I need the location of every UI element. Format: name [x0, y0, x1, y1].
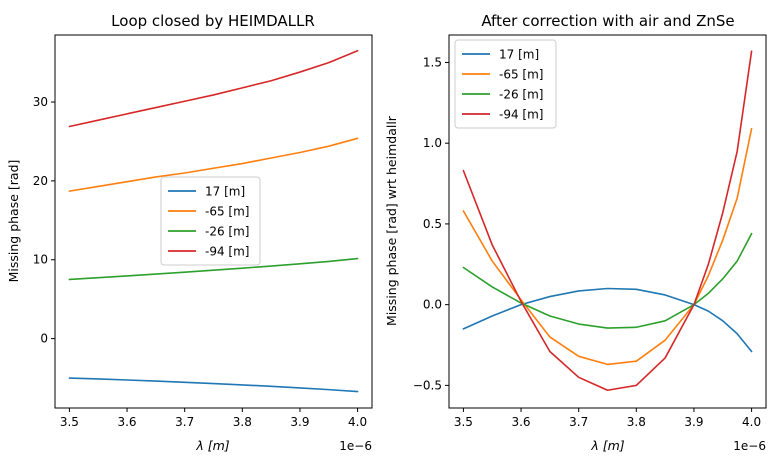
- y-tick-label: 0: [40, 332, 48, 346]
- right-chart: After correction with air and ZnSe 3.5 3.…: [384, 12, 767, 453]
- y-tick-label: 0.5: [423, 217, 442, 231]
- series-line-94-m: [68, 49, 359, 128]
- x-offset-label: 1e−6: [339, 439, 372, 453]
- legend-label: 17 [m]: [205, 185, 245, 199]
- x-tick-label: 3.5: [60, 415, 79, 429]
- x-tick-label: 3.8: [627, 415, 646, 429]
- x-tick-label: 3.6: [117, 415, 136, 429]
- legend: 17 [m] -65 [m] -26 [m] -94 [m]: [454, 39, 557, 129]
- legend-label: -94 [m]: [205, 245, 249, 259]
- y-tick-label: 30: [33, 95, 48, 109]
- y-tick-label: 20: [33, 174, 48, 188]
- series-line-26-m: [462, 232, 753, 329]
- x-tick-label: 3.8: [233, 415, 252, 429]
- x-tick-label: 3.7: [569, 415, 588, 429]
- series-line-94-m: [462, 50, 753, 392]
- y-tick-label: −0.5: [413, 378, 442, 392]
- series-line-26-m: [68, 257, 359, 281]
- legend-box: [454, 39, 557, 129]
- legend-label: -65 [m]: [205, 205, 249, 219]
- series-line-17-m: [462, 287, 753, 353]
- plot-frame: [448, 34, 767, 409]
- x-offset-label: 1e−6: [733, 439, 766, 453]
- legend-label: -65 [m]: [499, 68, 543, 82]
- plot-frame: [54, 34, 373, 409]
- x-axis-label: λ [m]: [195, 438, 229, 453]
- legend: 17 [m] -65 [m] -26 [m] -94 [m]: [160, 176, 261, 266]
- y-tick-label: 0.0: [423, 298, 442, 312]
- x-tick-label: 3.9: [290, 415, 309, 429]
- series-line-65-m: [68, 137, 359, 192]
- left-chart: Loop closed by HEIMDALLR 3.5 3.6 3.7 3.8 3.9…: [6, 12, 373, 453]
- x-tick-label: 3.9: [684, 415, 703, 429]
- legend-label: -26 [m]: [205, 225, 249, 239]
- series-line-17-m: [68, 377, 359, 393]
- x-axis-label: λ [m]: [590, 438, 624, 453]
- legend-box: [160, 176, 261, 266]
- x-tick-label: 3.6: [511, 415, 530, 429]
- chart-title: Loop closed by HEIMDALLR: [111, 12, 315, 30]
- x-tick-label: 4.0: [742, 415, 761, 429]
- legend-label: -26 [m]: [499, 88, 543, 102]
- y-axis-label: Missing phase [rad] wrt heimdallr: [384, 115, 399, 326]
- x-tick-label: 4.0: [348, 415, 367, 429]
- x-tick-label: 3.5: [454, 415, 473, 429]
- x-tick-label: 3.7: [175, 415, 194, 429]
- y-tick-label: 1.5: [423, 55, 442, 69]
- legend-label: 17 [m]: [499, 48, 539, 62]
- legend-label: -94 [m]: [499, 108, 543, 122]
- chart-title: After correction with air and ZnSe: [481, 12, 734, 30]
- y-tick-label: 1.0: [423, 136, 442, 150]
- y-axis-label: Missing phase [rad]: [6, 160, 21, 283]
- y-tick-label: 10: [33, 253, 48, 267]
